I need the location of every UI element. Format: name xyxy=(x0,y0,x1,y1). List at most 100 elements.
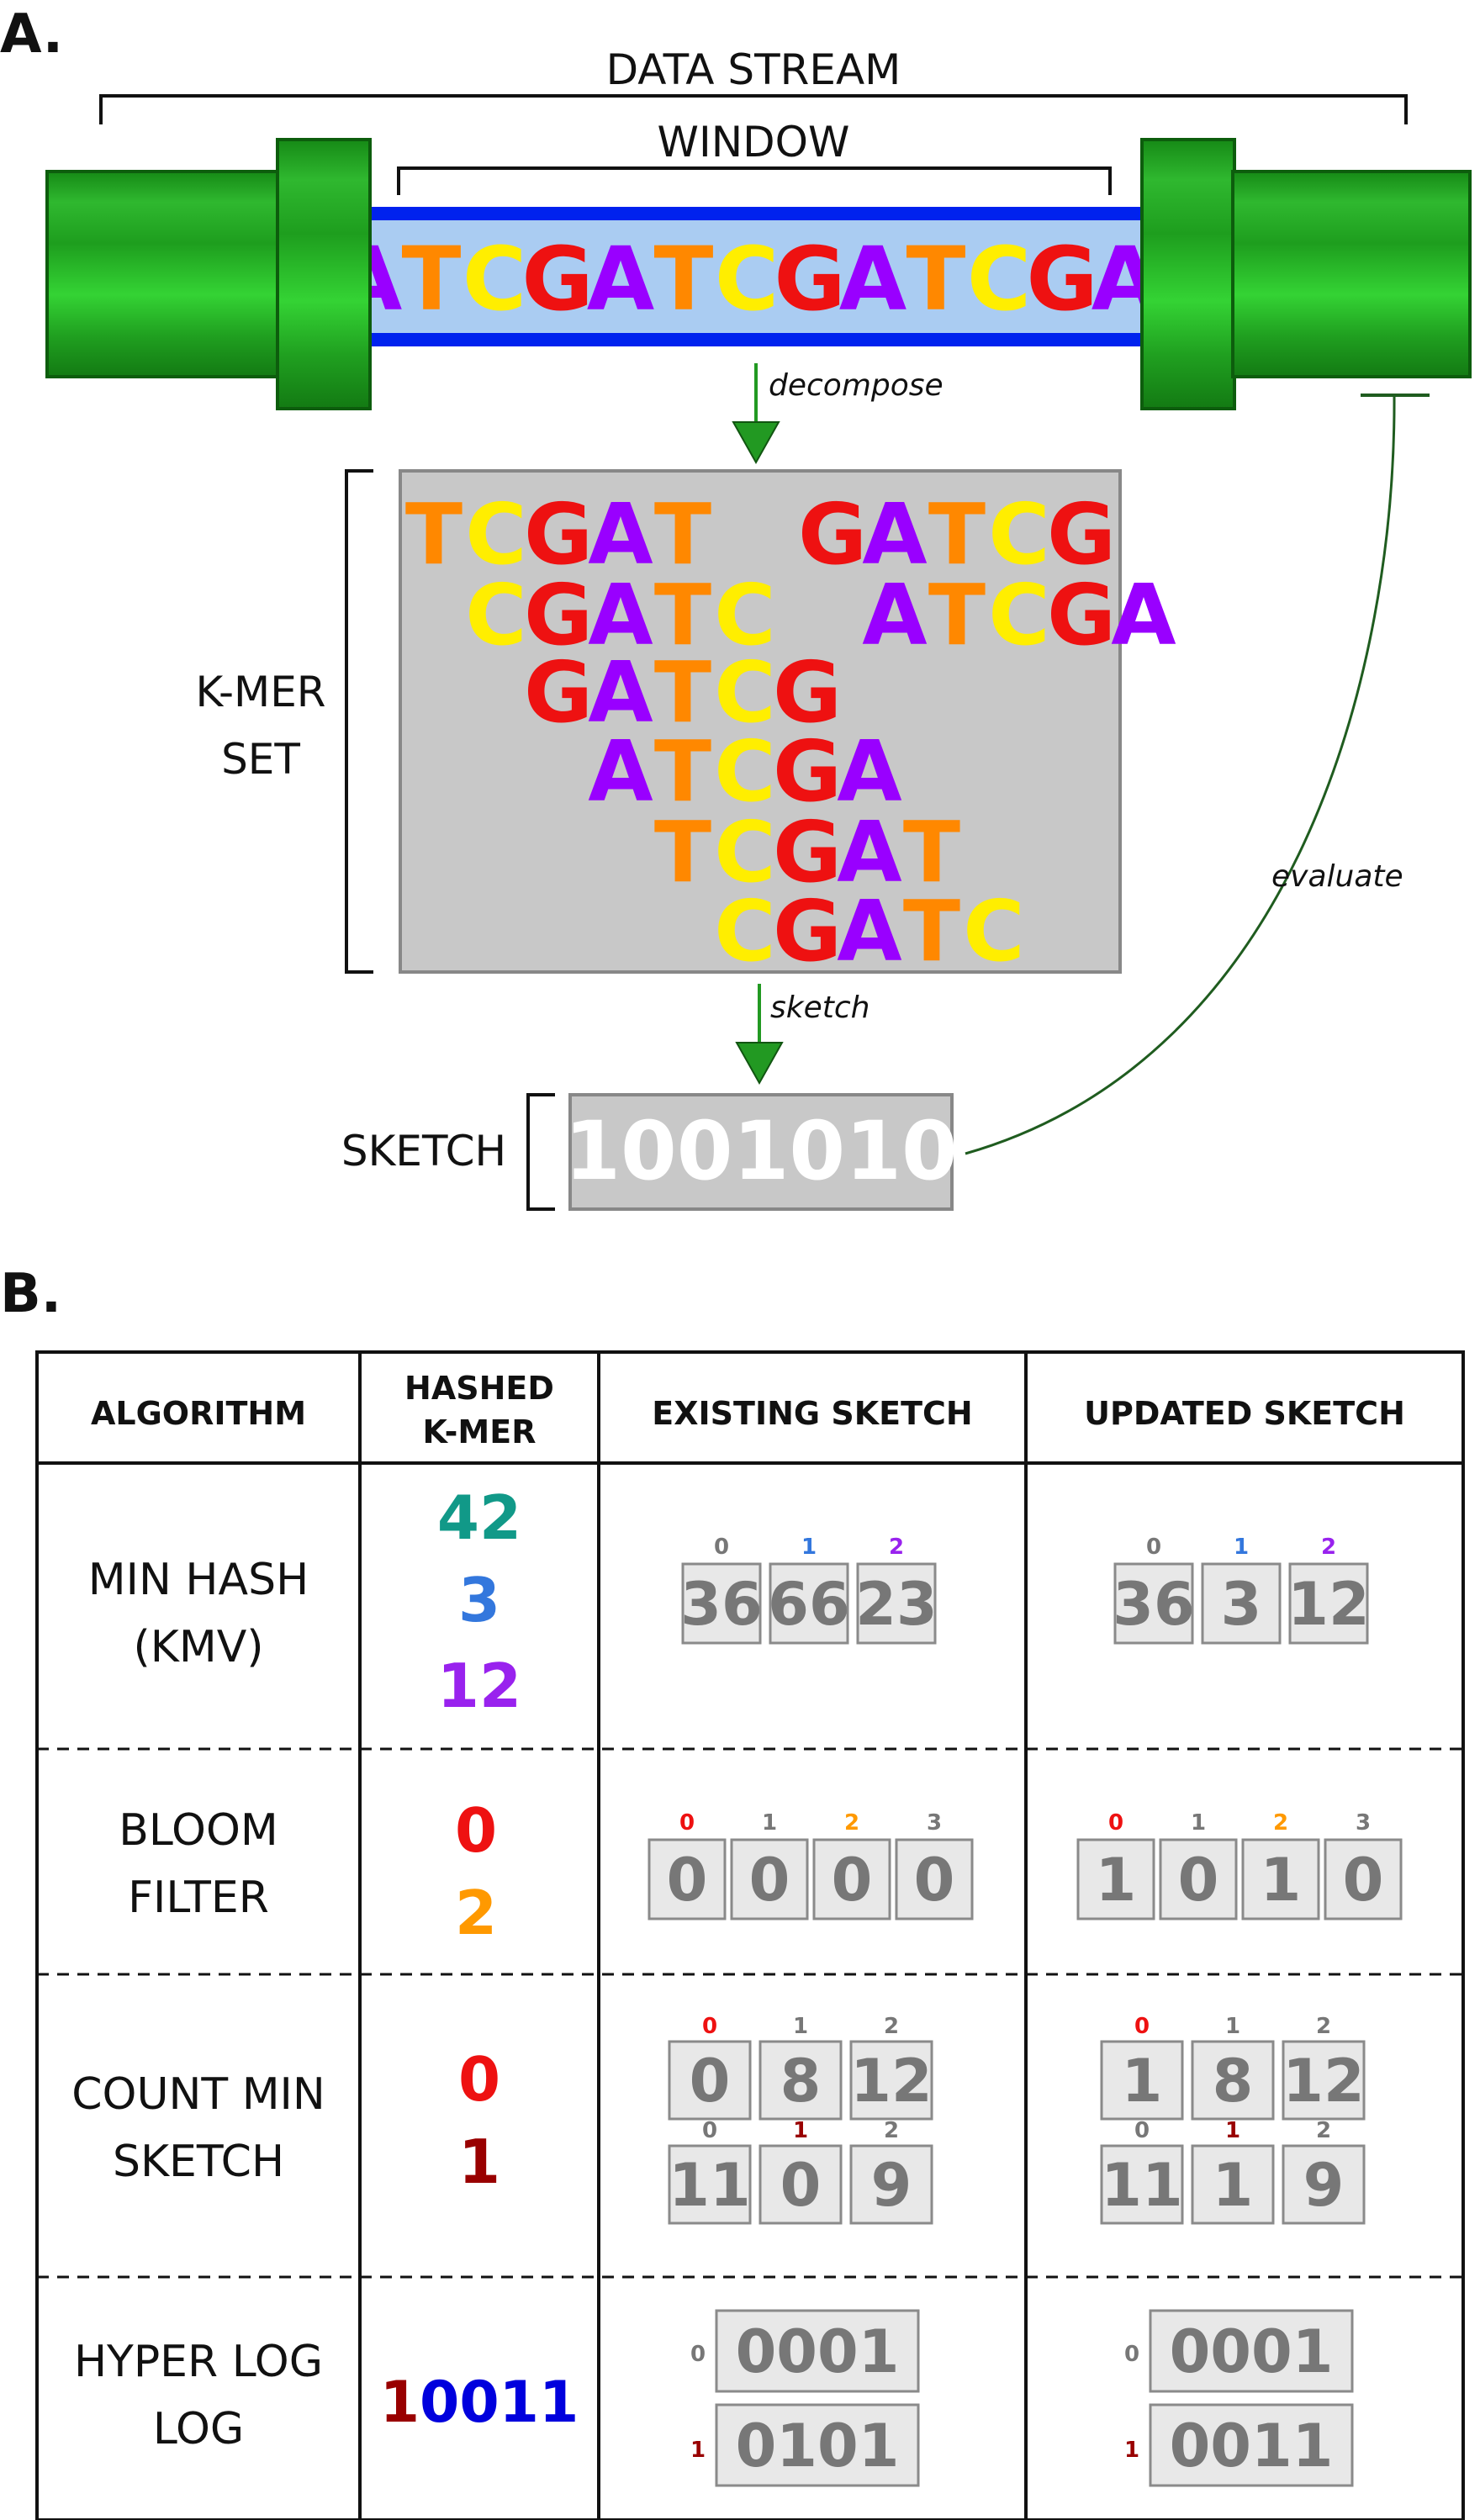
sketch-value: 1001010 xyxy=(564,1104,958,1198)
countmin-existing-r0-cell-2-box xyxy=(849,2040,933,2121)
sketch-arrow-head xyxy=(735,1042,784,1086)
hll-updated-cell-0-box xyxy=(1149,2309,1354,2393)
window-pipe-top-edge xyxy=(368,207,1144,220)
minhash-updated-index-1: 1 xyxy=(1234,1535,1249,1560)
left-pipe-coupler xyxy=(276,138,372,410)
minhash-updated-index-0: 0 xyxy=(1146,1535,1161,1560)
kmer-5-base-1: T xyxy=(654,722,711,821)
kmer-4-base-2: T xyxy=(654,643,711,742)
countmin-updated-r1-cell-0-value: 11 xyxy=(1101,2151,1182,2220)
minhash-name-line1: MIN HASH xyxy=(88,1555,309,1605)
kmer-5-base-2: C xyxy=(714,722,775,821)
countmin-existing-r1-index-1: 1 xyxy=(793,2118,808,2143)
hll-updated-cell-1-box xyxy=(1149,2403,1354,2487)
algorithm-table xyxy=(35,1350,1465,2520)
hll-existing-index-1: 1 xyxy=(690,2438,706,2463)
countmin-existing-r0-cell-1-value: 8 xyxy=(780,2047,822,2116)
kmer-set-bracket xyxy=(345,469,373,974)
left-pipe xyxy=(45,170,286,378)
bloom-name-line2: FILTER xyxy=(128,1873,269,1923)
bloom-existing-cell-1-value: 0 xyxy=(749,1846,790,1915)
hll-existing-cell-1-value: 0101 xyxy=(736,2412,900,2480)
countmin-updated-r0-index-1: 1 xyxy=(1225,2014,1240,2039)
kmer-set-label-line2: SET xyxy=(221,735,300,784)
countmin-updated-r0-cell-2-box xyxy=(1282,2040,1366,2121)
stream-base-2: C xyxy=(462,228,526,330)
countmin-updated-r0-cell-0-value: 1 xyxy=(1122,2047,1163,2116)
kmer-set-box xyxy=(399,469,1122,974)
kmer-3-base-2: C xyxy=(988,566,1049,664)
window-bracket xyxy=(397,166,1112,195)
bloom-updated-cell-0-box xyxy=(1076,1838,1155,1920)
minhash-updated-cell-2-box xyxy=(1288,1562,1369,1645)
countmin-hash-1: 1 xyxy=(458,2126,500,2197)
kmer-set-label-line1: K-MER xyxy=(195,668,325,716)
countmin-existing-r0-cell-0-box xyxy=(668,2040,752,2121)
countmin-existing-r1-cell-0-box xyxy=(668,2144,752,2225)
minhash-name-line2: (KMV) xyxy=(133,1622,263,1672)
countmin-updated-r1-cell-1-box xyxy=(1191,2144,1275,2225)
minhash-existing-index-2: 2 xyxy=(889,1535,904,1560)
kmer-2-base-4: C xyxy=(714,566,775,664)
stream-base-5: T xyxy=(654,228,714,330)
kmer-4-base-0: G xyxy=(524,643,593,742)
minhash-existing-cell-0-box xyxy=(681,1562,762,1645)
hll-updated-cell-0-value: 0001 xyxy=(1170,2317,1334,2386)
stream-base-10: C xyxy=(967,228,1031,330)
minhash-existing-cell-2-value: 23 xyxy=(855,1570,937,1639)
bloom-updated-cell-2-box xyxy=(1241,1838,1320,1920)
bloom-existing-cell-2-box xyxy=(812,1838,891,1920)
stream-base-11: G xyxy=(1026,228,1097,330)
kmer-7-base-3: T xyxy=(903,882,960,980)
bloom-updated-cell-0-value: 1 xyxy=(1096,1846,1137,1915)
minhash-updated-sketch: 0 36 1 3 2 12 xyxy=(1113,1535,1370,1645)
kmer-2-base-3: T xyxy=(654,566,711,664)
bloom-existing-index-1: 1 xyxy=(762,1810,777,1836)
countmin-existing-r0-index-2: 2 xyxy=(884,2014,899,2039)
kmer-4-base-3: C xyxy=(714,643,775,742)
header-algorithm: ALGORITHM xyxy=(91,1395,306,1432)
stream-base-7: G xyxy=(774,228,845,330)
countmin-existing-r0-index-1: 1 xyxy=(793,2014,808,2039)
decompose-label: decompose xyxy=(769,368,944,403)
bloom-updated-index-1: 1 xyxy=(1191,1810,1206,1836)
sketch-box xyxy=(568,1093,954,1211)
stream-base-6: C xyxy=(715,228,779,330)
kmer-1-base-2: T xyxy=(928,485,986,584)
hll-updated-cell-1-value: 0011 xyxy=(1170,2412,1334,2480)
countmin-existing-r1-cell-1-box xyxy=(758,2144,843,2225)
countmin-existing-r0-index-0: 0 xyxy=(702,2014,717,2039)
minhash-existing-cell-0-value: 36 xyxy=(680,1570,762,1639)
kmer-6-base-3: A xyxy=(837,803,901,901)
kmer-4-base-1: A xyxy=(588,643,653,742)
panel-a-label: A. xyxy=(0,3,63,66)
hll-existing-index-0: 0 xyxy=(690,2342,706,2367)
countmin-existing-r1-cell-1-value: 0 xyxy=(780,2151,822,2220)
kmer-3-base-4: A xyxy=(1111,566,1176,664)
stream-base-12: A xyxy=(1092,228,1160,330)
data-stream-label: DATA STREAM xyxy=(606,45,901,94)
data-stream-bracket xyxy=(99,94,1408,124)
kmer-3-base-0: A xyxy=(862,566,927,664)
countmin-updated-r0-cell-0-box xyxy=(1100,2040,1184,2121)
countmin-updated-r0-cell-1-box xyxy=(1191,2040,1275,2121)
minhash-existing-index-0: 0 xyxy=(714,1535,729,1560)
kmer-6-base-4: T xyxy=(903,803,960,901)
bloom-existing-cell-0-value: 0 xyxy=(667,1846,708,1915)
hll-updated-index-1: 1 xyxy=(1124,2438,1139,2463)
countmin-updated-r1-cell-2-box xyxy=(1282,2144,1366,2225)
kmer-6-base-1: C xyxy=(714,803,775,901)
right-pipe xyxy=(1231,170,1472,378)
kmer-6-base-2: G xyxy=(773,803,842,901)
minhash-existing-index-1: 1 xyxy=(801,1535,817,1560)
minhash-updated-cell-0-value: 36 xyxy=(1113,1570,1194,1639)
header-hashed-line2: K-MER xyxy=(423,1413,536,1450)
kmer-4-base-4: G xyxy=(773,643,842,742)
kmer-0-base-1: C xyxy=(465,485,526,584)
kmer-2-base-1: G xyxy=(524,566,593,664)
bloom-existing-cell-2-value: 0 xyxy=(832,1846,873,1915)
hll-updated-index-0: 0 xyxy=(1124,2342,1139,2367)
